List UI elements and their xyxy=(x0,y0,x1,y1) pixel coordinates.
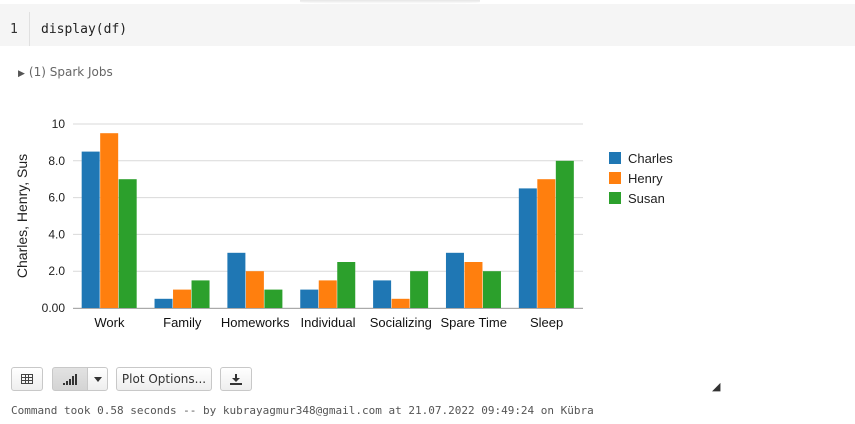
command-status: Command took 0.58 seconds -- by kubrayag… xyxy=(11,404,594,417)
y-tick-label: 10 xyxy=(52,117,66,131)
expand-triangle-icon: ▶ xyxy=(18,69,25,79)
x-tick-label: Work xyxy=(94,315,125,330)
bar xyxy=(227,252,246,308)
x-tick-label: Family xyxy=(163,315,202,330)
bar xyxy=(245,271,264,308)
chart-view-button[interactable] xyxy=(52,367,88,391)
x-tick-label: Socializing xyxy=(370,315,432,330)
bar-chart-icon xyxy=(63,373,77,385)
bar xyxy=(264,289,283,308)
bar xyxy=(518,188,537,308)
bar xyxy=(373,280,392,308)
table-icon xyxy=(21,374,33,384)
y-tick-label: 8.0 xyxy=(48,154,65,168)
y-tick-label: 6.0 xyxy=(48,191,65,205)
bar xyxy=(337,262,356,308)
bar xyxy=(555,160,574,308)
line-number: 1 xyxy=(10,22,18,37)
bar xyxy=(300,289,319,308)
bar xyxy=(118,179,137,308)
bar xyxy=(318,280,337,308)
download-button[interactable] xyxy=(220,367,252,391)
spark-jobs-toggle[interactable]: ▶ (1) Spark Jobs xyxy=(18,65,113,79)
bar xyxy=(537,179,556,308)
legend-label: Susan xyxy=(628,191,665,206)
bar-chart: 0.00 2.0 4.0 6.0 8.0 10 Charles, Henry, Sus Wor… xyxy=(14,117,673,330)
spark-jobs-label: (1) Spark Jobs xyxy=(28,65,113,79)
bar xyxy=(445,252,464,308)
y-tick-label: 4.0 xyxy=(48,227,65,241)
legend-label: Henry xyxy=(628,171,663,186)
legend-label: Charles xyxy=(628,151,673,166)
bar xyxy=(391,298,410,308)
x-tick-label: Homeworks xyxy=(221,315,290,330)
x-tick-label: Individual xyxy=(301,315,356,330)
legend-swatch xyxy=(609,192,621,204)
x-tick-label: Spare Time xyxy=(440,315,506,330)
bar xyxy=(173,289,192,308)
chart-type-dropdown[interactable] xyxy=(87,367,108,391)
y-tick-label: 2.0 xyxy=(48,264,65,278)
caret-down-icon xyxy=(93,376,102,382)
bar xyxy=(81,151,100,308)
top-shadow xyxy=(300,0,480,4)
bar xyxy=(100,133,119,308)
bar xyxy=(191,280,210,308)
bar xyxy=(482,271,501,308)
bar xyxy=(154,298,173,308)
code-cell[interactable]: 1 display(df) xyxy=(0,4,855,46)
y-tick-label: 0.00 xyxy=(42,301,66,315)
code-text[interactable]: display(df) xyxy=(41,22,128,37)
download-icon xyxy=(230,373,242,385)
plot-options-button[interactable]: Plot Options... xyxy=(116,367,212,391)
legend-swatch xyxy=(609,172,621,184)
bar xyxy=(464,262,483,308)
y-axis-label: Charles, Henry, Sus xyxy=(14,154,30,278)
gutter-divider xyxy=(29,12,30,46)
resize-handle-icon[interactable]: ◢ xyxy=(712,380,721,393)
legend-swatch xyxy=(609,152,621,164)
x-tick-label: Sleep xyxy=(530,315,563,330)
bar xyxy=(410,271,429,308)
table-view-button[interactable] xyxy=(11,367,43,391)
